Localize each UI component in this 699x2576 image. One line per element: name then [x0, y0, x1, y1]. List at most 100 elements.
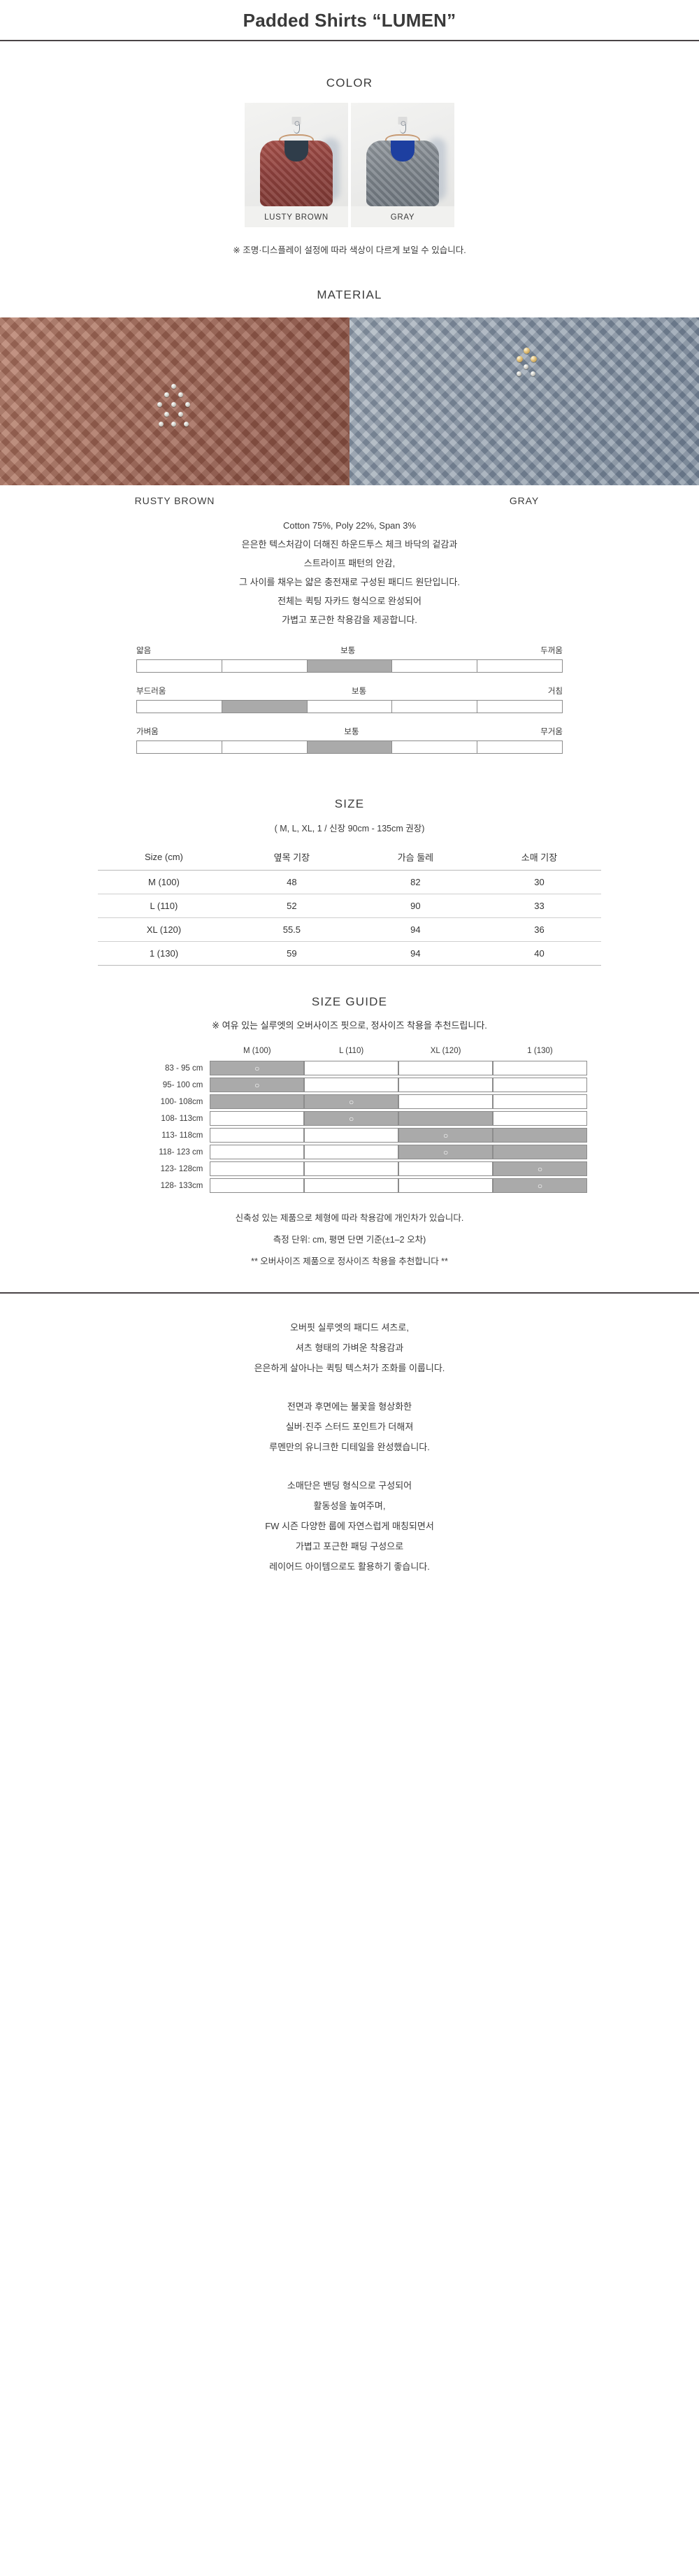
size-guide-mark-icon: ○: [537, 1180, 543, 1191]
table-row: 83 - 95 cm ○: [112, 1061, 587, 1075]
fabric-property-bars: 얇음 보통 두꺼움 부드러움 보통 거침 가벼움 보통 무거움: [136, 645, 563, 754]
closing-copy: 오버핏 실루엣의 패디드 셔츠로, 셔츠 형태의 가벼운 착용감과 은은하게 살…: [0, 1294, 699, 1595]
bar-label-mid: 보통: [351, 687, 367, 696]
table-row: 1 (130) 59 94 40: [98, 941, 601, 966]
garment-collar: [391, 141, 415, 162]
bar-track: [136, 700, 563, 713]
size-guide-cell: ○: [398, 1128, 493, 1143]
table-row: 118- 123 cm ○: [112, 1145, 587, 1159]
size-col-header: 옆목 기장: [229, 845, 354, 871]
hanger-icon: [385, 124, 420, 143]
section-heading-material: MATERIAL: [317, 288, 382, 301]
table-cell: 52: [229, 894, 354, 918]
table-cell: 36: [477, 917, 601, 942]
size-guide-cell: [210, 1145, 305, 1159]
size-guide-cell: [210, 1111, 305, 1126]
size-table-header-row: Size (cm) 옆목 기장 가슴 둘레 소매 기장: [98, 845, 601, 871]
page-title: Padded Shirts “LUMEN”: [243, 10, 456, 31]
size-guide-col-header: XL (120): [430, 1047, 461, 1055]
table-cell: M (100): [98, 870, 230, 894]
table-row: 95- 100 cm ○: [112, 1078, 587, 1092]
size-guide-row-label: 108- 113cm: [161, 1114, 203, 1123]
bar-segment: [307, 660, 393, 672]
size-col-header: 가슴 둘레: [353, 845, 477, 871]
garment-gray: [366, 141, 439, 206]
material-description: Cotton 75%, Poly 22%, Span 3% 은은한 텍스처감이 …: [0, 506, 699, 629]
material-desc-line: 가볍고 포근한 착용감을 제공합니다.: [282, 615, 417, 625]
table-row: L (110) 52 90 33: [98, 894, 601, 918]
bar-label-right: 무거움: [540, 728, 563, 736]
size-guide-col-header: M (100): [243, 1047, 271, 1055]
size-guide-table: M (100) L (110) XL (120) 1 (130) 83 - 95…: [112, 1044, 587, 1195]
bar-segment: [137, 701, 222, 713]
size-guide-cell: [398, 1078, 493, 1092]
size-guide-cell: [398, 1094, 493, 1109]
closing-line: 레이어드 아이템으로도 활용하기 좋습니다.: [269, 1561, 430, 1572]
wall-hook-icon: [291, 117, 301, 126]
size-guide-cell: [210, 1094, 305, 1109]
size-guide-cell: [493, 1128, 587, 1143]
size-guide-cell: [304, 1128, 399, 1143]
material-photo-brown: [0, 317, 350, 485]
garment-collar: [284, 141, 308, 162]
product-detail-page: Padded Shirts “LUMEN” COLOR LUSTY BROWN: [0, 10, 699, 1595]
header-divider: [0, 40, 699, 41]
table-row: 123- 128cm ○: [112, 1161, 587, 1176]
size-guide-cell: ○: [210, 1078, 305, 1092]
closing-paragraph: 오버핏 실루엣의 패디드 셔츠로, 셔츠 형태의 가벼운 착용감과 은은하게 살…: [0, 1317, 699, 1396]
color-swatch-card[interactable]: LUSTY BROWN: [245, 103, 348, 227]
bar-segment: [222, 701, 308, 713]
property-bar-thickness: 얇음 보통 두꺼움: [136, 645, 563, 673]
table-cell: L (110): [98, 894, 230, 918]
section-heading-size-guide: SIZE GUIDE: [311, 995, 388, 1008]
size-col-header: 소매 기장: [477, 845, 601, 871]
stud-cluster-gray: [493, 348, 556, 410]
size-guide-footnote: ** 오버사이즈 제품으로 정사이즈 착용을 추천합니다 **: [251, 1257, 448, 1266]
bar-segment: [392, 701, 478, 713]
closing-line: 은은하게 살아나는 퀵팅 텍스처가 조화를 이룹니다.: [254, 1363, 445, 1373]
size-guide-cell: [210, 1128, 305, 1143]
size-guide-cell: [398, 1061, 493, 1075]
size-guide-mark-icon: ○: [254, 1080, 260, 1090]
bar-segment: [222, 660, 308, 672]
size-guide-mark-icon: ○: [442, 1130, 449, 1140]
size-guide-mark-icon: ○: [349, 1113, 354, 1124]
table-row: M (100) 48 82 30: [98, 870, 601, 894]
table-cell: XL (120): [98, 917, 230, 942]
color-label: GRAY: [351, 206, 454, 227]
size-table: Size (cm) 옆목 기장 가슴 둘레 소매 기장 M (100) 48 82 3…: [98, 845, 601, 966]
table-cell: 48: [229, 870, 354, 894]
material-desc-line: 은은한 텍스처감이 더해진 하운드투스 체크 바닥의 겉감과: [241, 539, 458, 550]
size-guide-row-label: 95- 100 cm: [162, 1080, 203, 1089]
size-guide-col-header: L (110): [339, 1047, 364, 1055]
size-guide-row-label: 118- 123 cm: [159, 1147, 203, 1157]
size-guide-cell: ○: [304, 1111, 399, 1126]
closing-line: FW 시즌 다양한 룹에 자연스럽게 매칭되면서: [265, 1521, 434, 1531]
bar-label-left: 부드러움: [136, 687, 166, 696]
size-guide-col-header: 1 (130): [527, 1047, 553, 1055]
material-desc-line: 그 사이를 채우는 얇은 충전재로 구성된 패디드 원단입니다.: [239, 577, 460, 587]
color-photo-brown: [245, 103, 348, 206]
bar-track: [136, 740, 563, 754]
property-bar-softness: 부드러움 보통 거침: [136, 685, 563, 713]
hanger-icon: [279, 124, 314, 143]
size-guide-mark-icon: ○: [442, 1147, 449, 1157]
size-guide-cell: ○: [493, 1161, 587, 1176]
size-guide-cell: ○: [493, 1178, 587, 1193]
table-cell: 30: [477, 870, 601, 894]
closing-line: 전면과 후면에는 불꽃을 형상화한: [287, 1401, 412, 1412]
table-cell: 90: [353, 894, 477, 918]
bar-label-mid: 보통: [344, 728, 359, 736]
closing-line: 소매단은 밴딩 형식으로 구성되어: [287, 1480, 412, 1491]
closing-line: 실버·진주 스터드 포인트가 더해져: [285, 1422, 414, 1432]
section-heading-size: SIZE: [334, 797, 365, 810]
material-photo-gray: [350, 317, 699, 485]
table-cell: 33: [477, 894, 601, 918]
footer-divider: [0, 1292, 699, 1294]
bar-segment: [477, 701, 562, 713]
color-swatch-card[interactable]: GRAY: [351, 103, 454, 227]
table-cell: 94: [353, 917, 477, 942]
size-table-body: M (100) 48 82 30 L (110) 52 90 33 XL (120) 55.5 94…: [98, 870, 601, 966]
size-guide-body: 83 - 95 cm ○ 95- 100 cm ○ 100- 108cm ○ 108- 11…: [112, 1061, 587, 1193]
table-row: 108- 113cm ○: [112, 1111, 587, 1126]
